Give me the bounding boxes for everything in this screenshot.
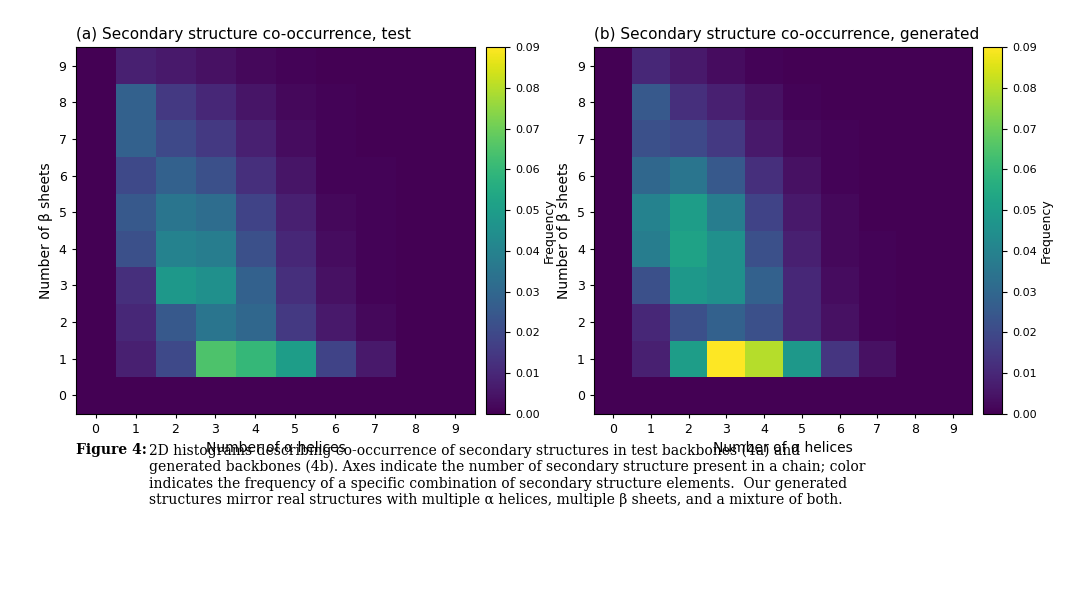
X-axis label: Number of α helices: Number of α helices [205,441,346,455]
Text: Figure 4:: Figure 4: [76,443,151,457]
Y-axis label: Number of β sheets: Number of β sheets [39,162,53,299]
Text: 2D histograms describing co-occurrence of secondary structures in test backbones: 2D histograms describing co-occurrence o… [149,443,865,506]
X-axis label: Number of α helices: Number of α helices [713,441,853,455]
Y-axis label: Number of β sheets: Number of β sheets [557,162,571,299]
Text: (a) Secondary structure co-occurrence, test: (a) Secondary structure co-occurrence, t… [76,27,410,42]
Text: (b) Secondary structure co-occurrence, generated: (b) Secondary structure co-occurrence, g… [594,27,980,42]
Y-axis label: Frequency: Frequency [1039,198,1053,263]
Y-axis label: Frequency: Frequency [542,198,556,263]
